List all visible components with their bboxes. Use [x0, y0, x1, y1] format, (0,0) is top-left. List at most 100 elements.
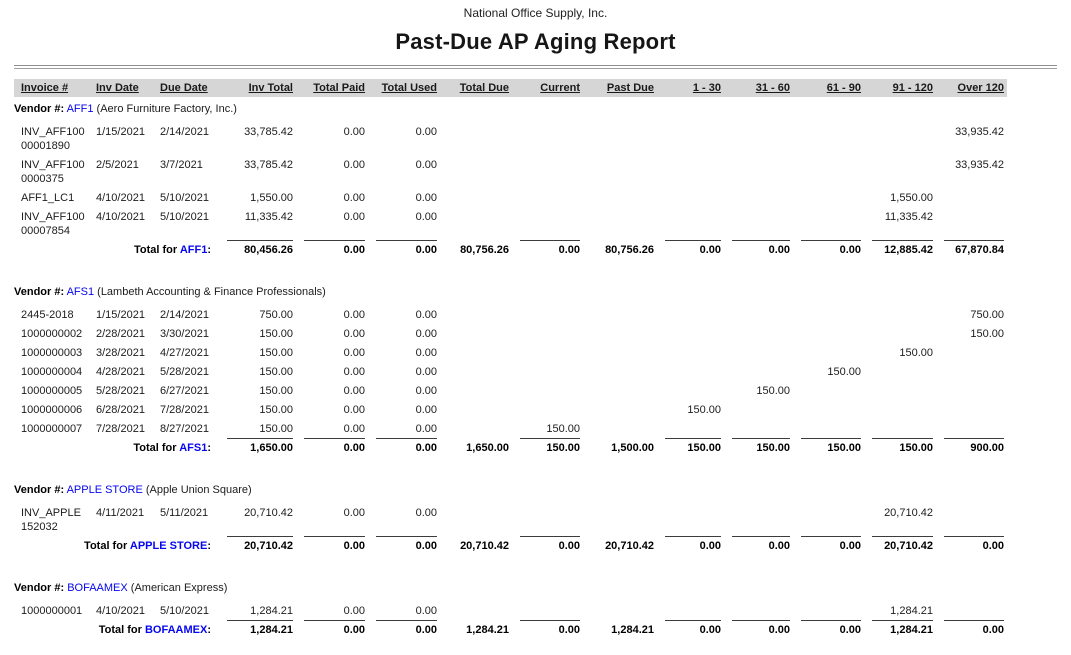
cell-value: 0.00 [415, 309, 437, 321]
cell-value: 4/11/2021 [96, 507, 145, 519]
cell-value: 150.00 [756, 385, 790, 397]
cell-value: 750.00 [259, 309, 293, 321]
cell-value: 1000000003 [21, 347, 83, 359]
cell-due_date: 5/10/2021 [153, 207, 219, 240]
vendor-code-link[interactable]: BOFAAMEX [67, 582, 128, 594]
cell-invoice: 1000000001 [14, 601, 90, 620]
total-value: 0.00 [732, 620, 790, 637]
cell-invoice: AFF1_LC1 [14, 188, 90, 207]
cell-value: 3/30/2021 [160, 328, 209, 340]
total-cell-b61_90: 0.00 [793, 536, 864, 555]
total-cell-current: 150.00 [512, 438, 583, 457]
cell-past_due [583, 362, 657, 381]
total-cell-current: 0.00 [512, 620, 583, 639]
cell-inv_total: 33,785.42 [219, 122, 296, 155]
cell-past_due [583, 305, 657, 324]
cell-inv_date: 2/28/2021 [90, 324, 153, 343]
total-cell-b61_90: 150.00 [793, 438, 864, 457]
vendor-code-link[interactable]: APPLE STORE [66, 484, 143, 496]
cell-total_paid: 0.00 [296, 381, 368, 400]
total-cell-b61_90: 0.00 [793, 620, 864, 639]
column-header-current: Current [512, 79, 583, 97]
total-for-label: Total for [84, 540, 128, 552]
cell-value: 0.00 [343, 605, 365, 617]
cell-value: 0.00 [343, 211, 365, 223]
cell-value: 0.00 [343, 366, 365, 378]
cell-current [512, 362, 583, 381]
cell-due_date: 5/28/2021 [153, 362, 219, 381]
column-header-label: Current [540, 82, 580, 94]
cell-total_used: 0.00 [368, 324, 440, 343]
column-header-label: Total Used [381, 82, 437, 94]
cell-b1_30 [657, 601, 724, 620]
cell-value: 0.00 [415, 385, 437, 397]
cell-total_used: 0.00 [368, 188, 440, 207]
cell-value: 150.00 [827, 366, 861, 378]
cell-total_paid: 0.00 [296, 305, 368, 324]
cell-b1_30 [657, 419, 724, 438]
vendor-heading: Vendor #: APPLE STORE (Apple Union Squar… [14, 483, 1071, 498]
vendor-code-link[interactable]: BOFAAMEX [144, 624, 208, 636]
invoice-row: 1000000003 3/28/2021 4/27/2021 150.00 0.00 0.… [14, 343, 1007, 362]
total-cell-past_due: 1,500.00 [583, 438, 657, 457]
invoice-row: 1000000001 4/10/2021 5/10/2021 1,284.21 0.00… [14, 601, 1007, 620]
cell-invoice: 1000000006 [14, 400, 90, 419]
cell-b1_30 [657, 343, 724, 362]
cell-over_120 [936, 503, 1007, 536]
column-header-inv_total: Inv Total [219, 79, 296, 97]
cell-value: 150.00 [259, 347, 293, 359]
cell-inv_date: 2/5/2021 [90, 155, 153, 188]
cell-value: 0.00 [343, 507, 365, 519]
cell-value: 1,284.21 [250, 605, 293, 617]
total-value: 67,870.84 [944, 240, 1004, 257]
cell-b31_60 [724, 324, 793, 343]
column-header-b1_30: 1 - 30 [657, 79, 724, 97]
total-value: 0.00 [665, 620, 721, 637]
vendor-number-label: Vendor #: [14, 286, 65, 298]
column-header-label: Due Date [160, 82, 208, 94]
cell-inv_date: 4/10/2021 [90, 601, 153, 620]
cell-due_date: 7/28/2021 [153, 400, 219, 419]
cell-b61_90 [793, 381, 864, 400]
cell-value: 150.00 [259, 404, 293, 416]
invoice-row: 1000000005 5/28/2021 6/27/2021 150.00 0.00 0.… [14, 381, 1007, 400]
cell-total_due [440, 362, 512, 381]
cell-value: 1000000004 [21, 366, 83, 378]
vendor-name: (American Express) [130, 582, 228, 594]
vendor-code-link[interactable]: AFS1 [179, 442, 208, 454]
cell-over_120 [936, 343, 1007, 362]
cell-value: 0.00 [415, 328, 437, 340]
cell-value: 1/15/2021 [96, 126, 145, 138]
cell-value: 0.00 [343, 347, 365, 359]
total-value: 20,710.42 [872, 536, 933, 553]
cell-over_120: 33,935.42 [936, 122, 1007, 155]
cell-past_due [583, 503, 657, 536]
cell-b61_90 [793, 343, 864, 362]
cell-value: INV_APPLE152032 [21, 507, 81, 533]
cell-value: 6/28/2021 [96, 404, 145, 416]
cell-value: 11,335.42 [244, 211, 293, 223]
total-label-colon: : [207, 442, 211, 454]
cell-total_used: 0.00 [368, 207, 440, 240]
vendor-code-link[interactable]: AFS1 [66, 286, 95, 298]
cell-over_120 [936, 419, 1007, 438]
total-cell-b1_30: 0.00 [657, 240, 724, 259]
total-value: 0.00 [376, 536, 437, 553]
cell-current [512, 305, 583, 324]
total-cell-b1_30: 0.00 [657, 620, 724, 639]
cell-value: AFF1_LC1 [21, 192, 75, 204]
cell-value: 0.00 [343, 404, 365, 416]
vendor-total-row: Total for AFF1: 80,456.26 0.00 0.00 80,756.2… [14, 240, 1007, 259]
total-value: 0.00 [944, 536, 1004, 553]
invoice-row: AFF1_LC1 4/10/2021 5/10/2021 1,550.00 0.00 0.… [14, 188, 1007, 207]
total-value: 20,710.42 [605, 540, 654, 552]
cell-total_due [440, 419, 512, 438]
cell-value: 1/15/2021 [96, 309, 145, 321]
vendor-code-link[interactable]: AFF1 [179, 244, 208, 256]
vendor-code-link[interactable]: APPLE STORE [129, 540, 208, 552]
total-value: 12,885.42 [872, 240, 933, 257]
cell-value: 0.00 [415, 404, 437, 416]
vendor-code-link[interactable]: AFF1 [66, 103, 94, 115]
cell-current [512, 324, 583, 343]
cell-invoice: 1000000005 [14, 381, 90, 400]
